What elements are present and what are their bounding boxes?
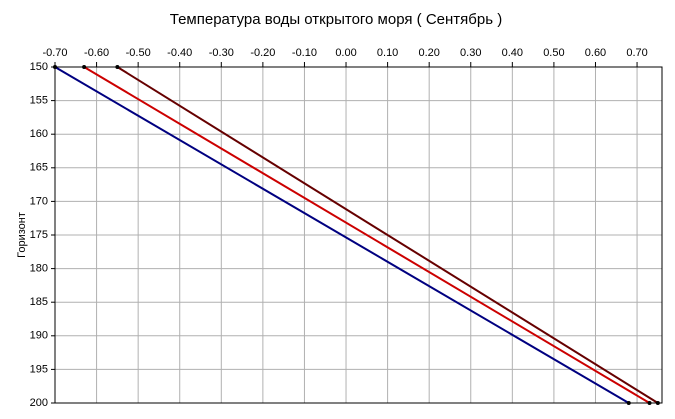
x-tick-label: -0.60 (84, 47, 109, 59)
x-tick-label: 0.70 (626, 47, 647, 59)
x-tick-label: 0.60 (585, 47, 606, 59)
x-tick-label: -0.30 (209, 47, 234, 59)
point (647, 401, 652, 405)
x-tick-label: -0.70 (42, 47, 67, 59)
plot-frame (54, 66, 663, 404)
x-tick-label: -0.10 (292, 47, 317, 59)
y-tick-label: 190 (30, 330, 48, 342)
y-tick-label: 180 (30, 263, 48, 275)
point (53, 65, 57, 69)
chart-title: Температура воды открытого моря ( Сентяб… (170, 11, 502, 28)
point (82, 65, 87, 69)
y-axis-label: Горизонт (16, 212, 28, 258)
line (116, 66, 659, 404)
y-tick-label: 170 (30, 195, 48, 207)
x-tick-label: -0.40 (167, 47, 192, 59)
y-tick-label: 165 (30, 162, 48, 174)
x-tick-label: -0.50 (126, 47, 151, 59)
y-tick-label: 175 (30, 229, 48, 241)
y-tick-label: 185 (30, 296, 48, 308)
point (115, 65, 120, 69)
line (83, 66, 651, 404)
x-tick-label: -0.20 (250, 47, 275, 59)
y-tick-label: 195 (30, 363, 48, 375)
x-tick-label: 0.40 (502, 47, 523, 59)
x-tick-label: 0.10 (377, 47, 398, 59)
x-tick-label: 0.30 (460, 47, 481, 59)
y-tick-label: 155 (30, 95, 48, 107)
y-tick-label: 160 (30, 128, 48, 140)
x-tick-label: 0.20 (418, 47, 439, 59)
y-tick-label: 150 (30, 61, 48, 73)
y-tick-label: 200 (30, 397, 48, 409)
line (54, 66, 630, 404)
x-tick-label: 0.00 (335, 47, 356, 59)
point (655, 401, 660, 405)
point (626, 401, 631, 405)
x-tick-label: 0.50 (543, 47, 564, 59)
